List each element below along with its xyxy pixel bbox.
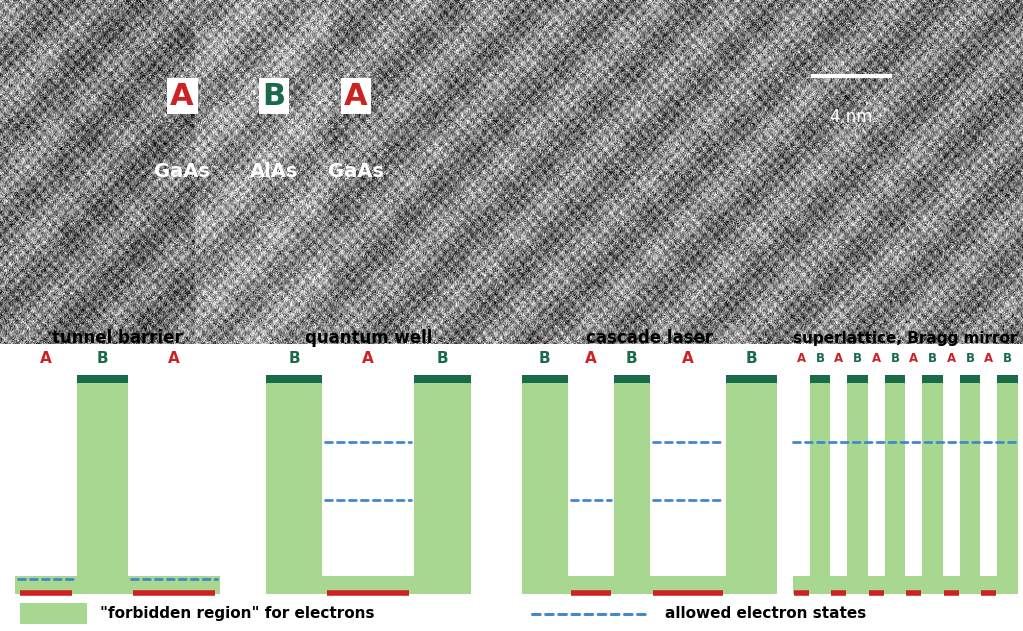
Text: A: A — [170, 82, 194, 111]
Bar — [726, 375, 777, 594]
Text: A: A — [797, 351, 806, 365]
Text: A: A — [585, 351, 596, 366]
Text: "forbidden region" for electrons: "forbidden region" for electrons — [100, 606, 374, 622]
Text: tunnel barrier: tunnel barrier — [52, 329, 183, 347]
Bar — [322, 577, 414, 594]
Bar — [614, 375, 650, 383]
Bar — [997, 375, 1018, 383]
Text: cascade laser: cascade laser — [586, 329, 713, 347]
Text: A: A — [946, 351, 955, 365]
Bar — [266, 375, 322, 383]
Text: B: B — [815, 351, 825, 365]
Text: AlAs: AlAs — [250, 162, 299, 182]
Text: allowed electron states: allowed electron states — [665, 606, 866, 622]
Bar — [414, 375, 471, 594]
Text: B: B — [746, 351, 758, 366]
Text: A: A — [834, 351, 843, 365]
Text: B: B — [891, 351, 899, 365]
Text: A: A — [909, 351, 919, 365]
Bar — [793, 577, 1018, 594]
Text: B: B — [928, 351, 937, 365]
Bar — [997, 375, 1018, 594]
Bar — [614, 375, 650, 594]
Text: A: A — [984, 351, 993, 365]
Text: B: B — [853, 351, 862, 365]
Bar — [77, 375, 128, 594]
Bar — [847, 375, 868, 594]
Bar — [847, 375, 868, 383]
Bar — [414, 375, 471, 383]
Text: superlattice, Bragg mirror: superlattice, Bragg mirror — [793, 331, 1018, 346]
Bar — [960, 375, 980, 383]
Bar — [923, 375, 943, 594]
Text: A: A — [168, 351, 180, 366]
Bar — [923, 375, 943, 383]
Text: B: B — [1004, 351, 1012, 365]
Text: B: B — [626, 351, 637, 366]
Bar — [810, 375, 831, 383]
Text: 4 nm: 4 nm — [830, 108, 873, 126]
Text: quantum well: quantum well — [305, 329, 432, 347]
Text: B: B — [288, 351, 300, 366]
Bar — [522, 375, 568, 383]
Text: A: A — [344, 82, 368, 111]
Text: A: A — [682, 351, 694, 366]
Bar — [266, 375, 322, 594]
Text: B: B — [96, 351, 108, 366]
Bar — [77, 375, 128, 383]
Bar — [885, 375, 905, 383]
Text: B: B — [539, 351, 550, 366]
Text: A: A — [872, 351, 881, 365]
Bar — [568, 577, 614, 594]
Text: B: B — [437, 351, 448, 366]
Bar — [810, 375, 831, 594]
Bar — [128, 577, 220, 594]
Text: GaAs: GaAs — [154, 162, 210, 182]
Text: B: B — [966, 351, 975, 365]
Bar — [960, 375, 980, 594]
Bar — [20, 603, 87, 624]
Text: A: A — [40, 351, 52, 366]
Bar — [885, 375, 905, 594]
Bar — [15, 577, 77, 594]
Bar — [726, 375, 777, 383]
Text: GaAs: GaAs — [328, 162, 384, 182]
Text: A: A — [362, 351, 374, 366]
Bar — [522, 375, 568, 594]
Text: B: B — [263, 82, 285, 111]
Bar — [650, 577, 726, 594]
